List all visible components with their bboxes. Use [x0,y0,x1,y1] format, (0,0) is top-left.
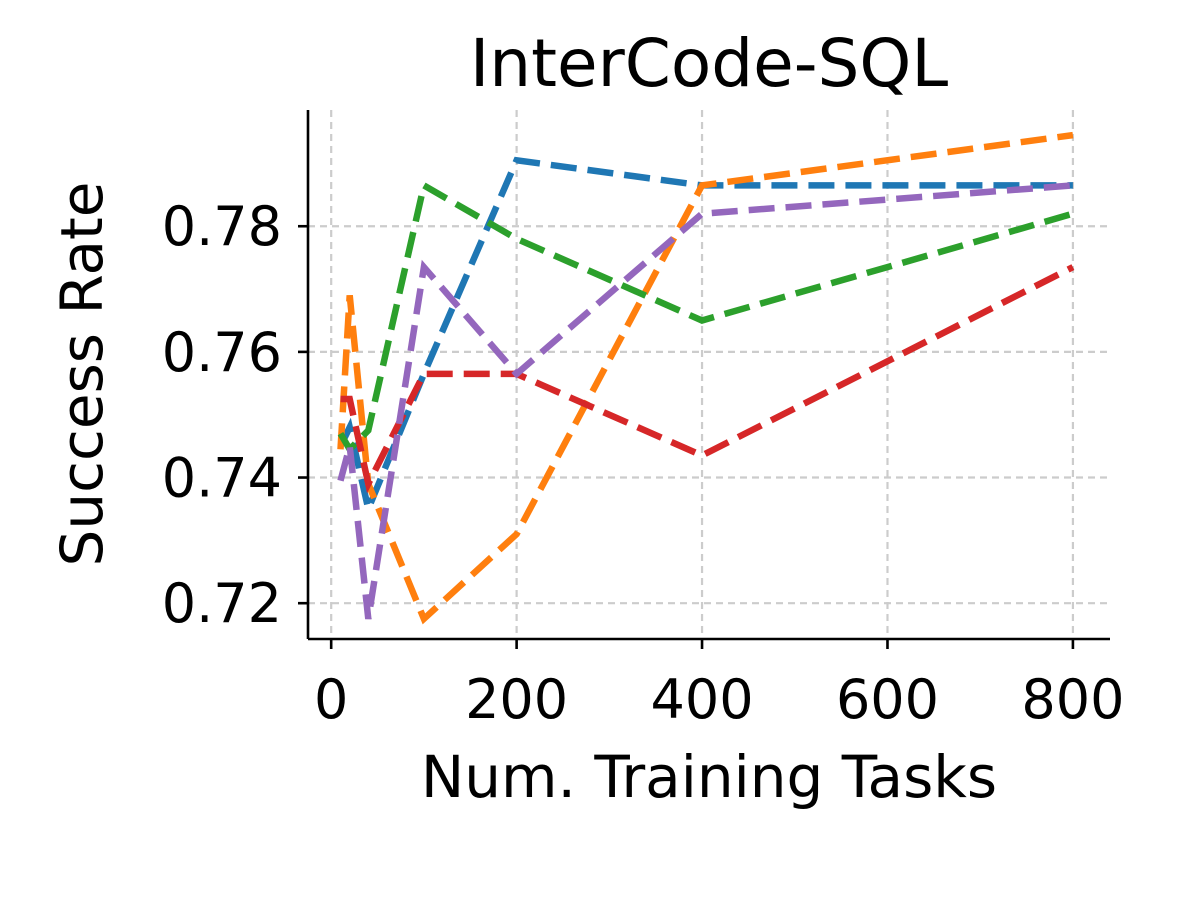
x-axis-label: Num. Training Tasks [421,743,997,811]
y-tick-label: 0.72 [162,572,282,635]
y-tick-label: 0.78 [162,195,282,258]
y-tick-label: 0.74 [162,447,282,510]
series-line-4 [340,264,1075,494]
x-tick-label: 800 [1021,668,1124,731]
x-tick-label: 600 [836,668,939,731]
series-lines [337,131,1075,625]
ticks: 0 200 400 600 800 0.72 0.74 0.76 0.78 [162,195,1125,731]
axes [306,110,1110,641]
x-tick-label: 400 [651,668,754,731]
x-tick-label: 200 [465,668,568,731]
chart-title: InterCode-SQL [470,25,949,102]
x-tick-label: 0 [314,668,348,731]
y-tick-label: 0.76 [162,321,282,384]
series-line-2 [337,131,1074,625]
y-axis-label: Success Rate [48,182,116,567]
series-line-5 [337,182,1074,620]
